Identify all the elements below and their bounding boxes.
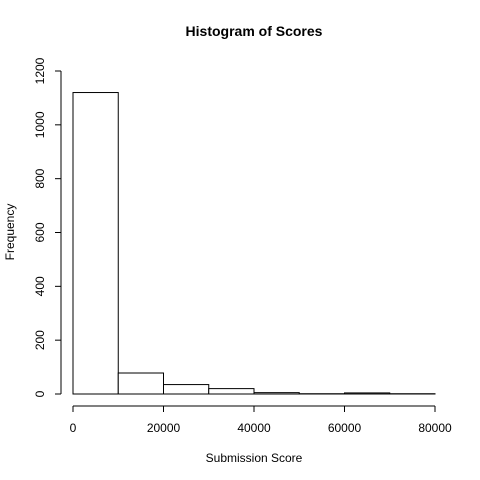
x-axis: 0 20000 40000 60000 80000 [70, 405, 452, 435]
x-tick-label: 80000 [418, 421, 452, 435]
x-tick-label: 0 [70, 421, 77, 435]
bars-group [72, 92, 436, 395]
y-axis: 0 200 400 600 800 1000 1200 [33, 57, 62, 397]
y-tick-label: 200 [33, 330, 47, 350]
y-tick-label: 600 [33, 222, 47, 242]
x-tick-label: 60000 [328, 421, 362, 435]
y-tick-label: 1000 [33, 111, 47, 138]
x-tick-label: 40000 [237, 421, 271, 435]
y-axis-label: Frequency [3, 204, 17, 261]
x-axis-label: Submission Score [206, 451, 303, 465]
histogram-bar-2 [117, 372, 164, 395]
chart-title: Histogram of Scores [186, 23, 323, 39]
histogram-bar-1 [72, 92, 119, 395]
histogram-bar-5 [253, 392, 300, 395]
histogram-bar-3 [163, 384, 210, 395]
y-tick-label: 1200 [33, 57, 47, 84]
histogram-bar-4 [208, 388, 255, 395]
x-tick-label: 20000 [147, 421, 181, 435]
histogram-bar-7 [344, 392, 391, 395]
y-tick-label: 0 [33, 390, 47, 397]
y-tick-label: 400 [33, 276, 47, 296]
y-tick-label: 800 [33, 168, 47, 188]
